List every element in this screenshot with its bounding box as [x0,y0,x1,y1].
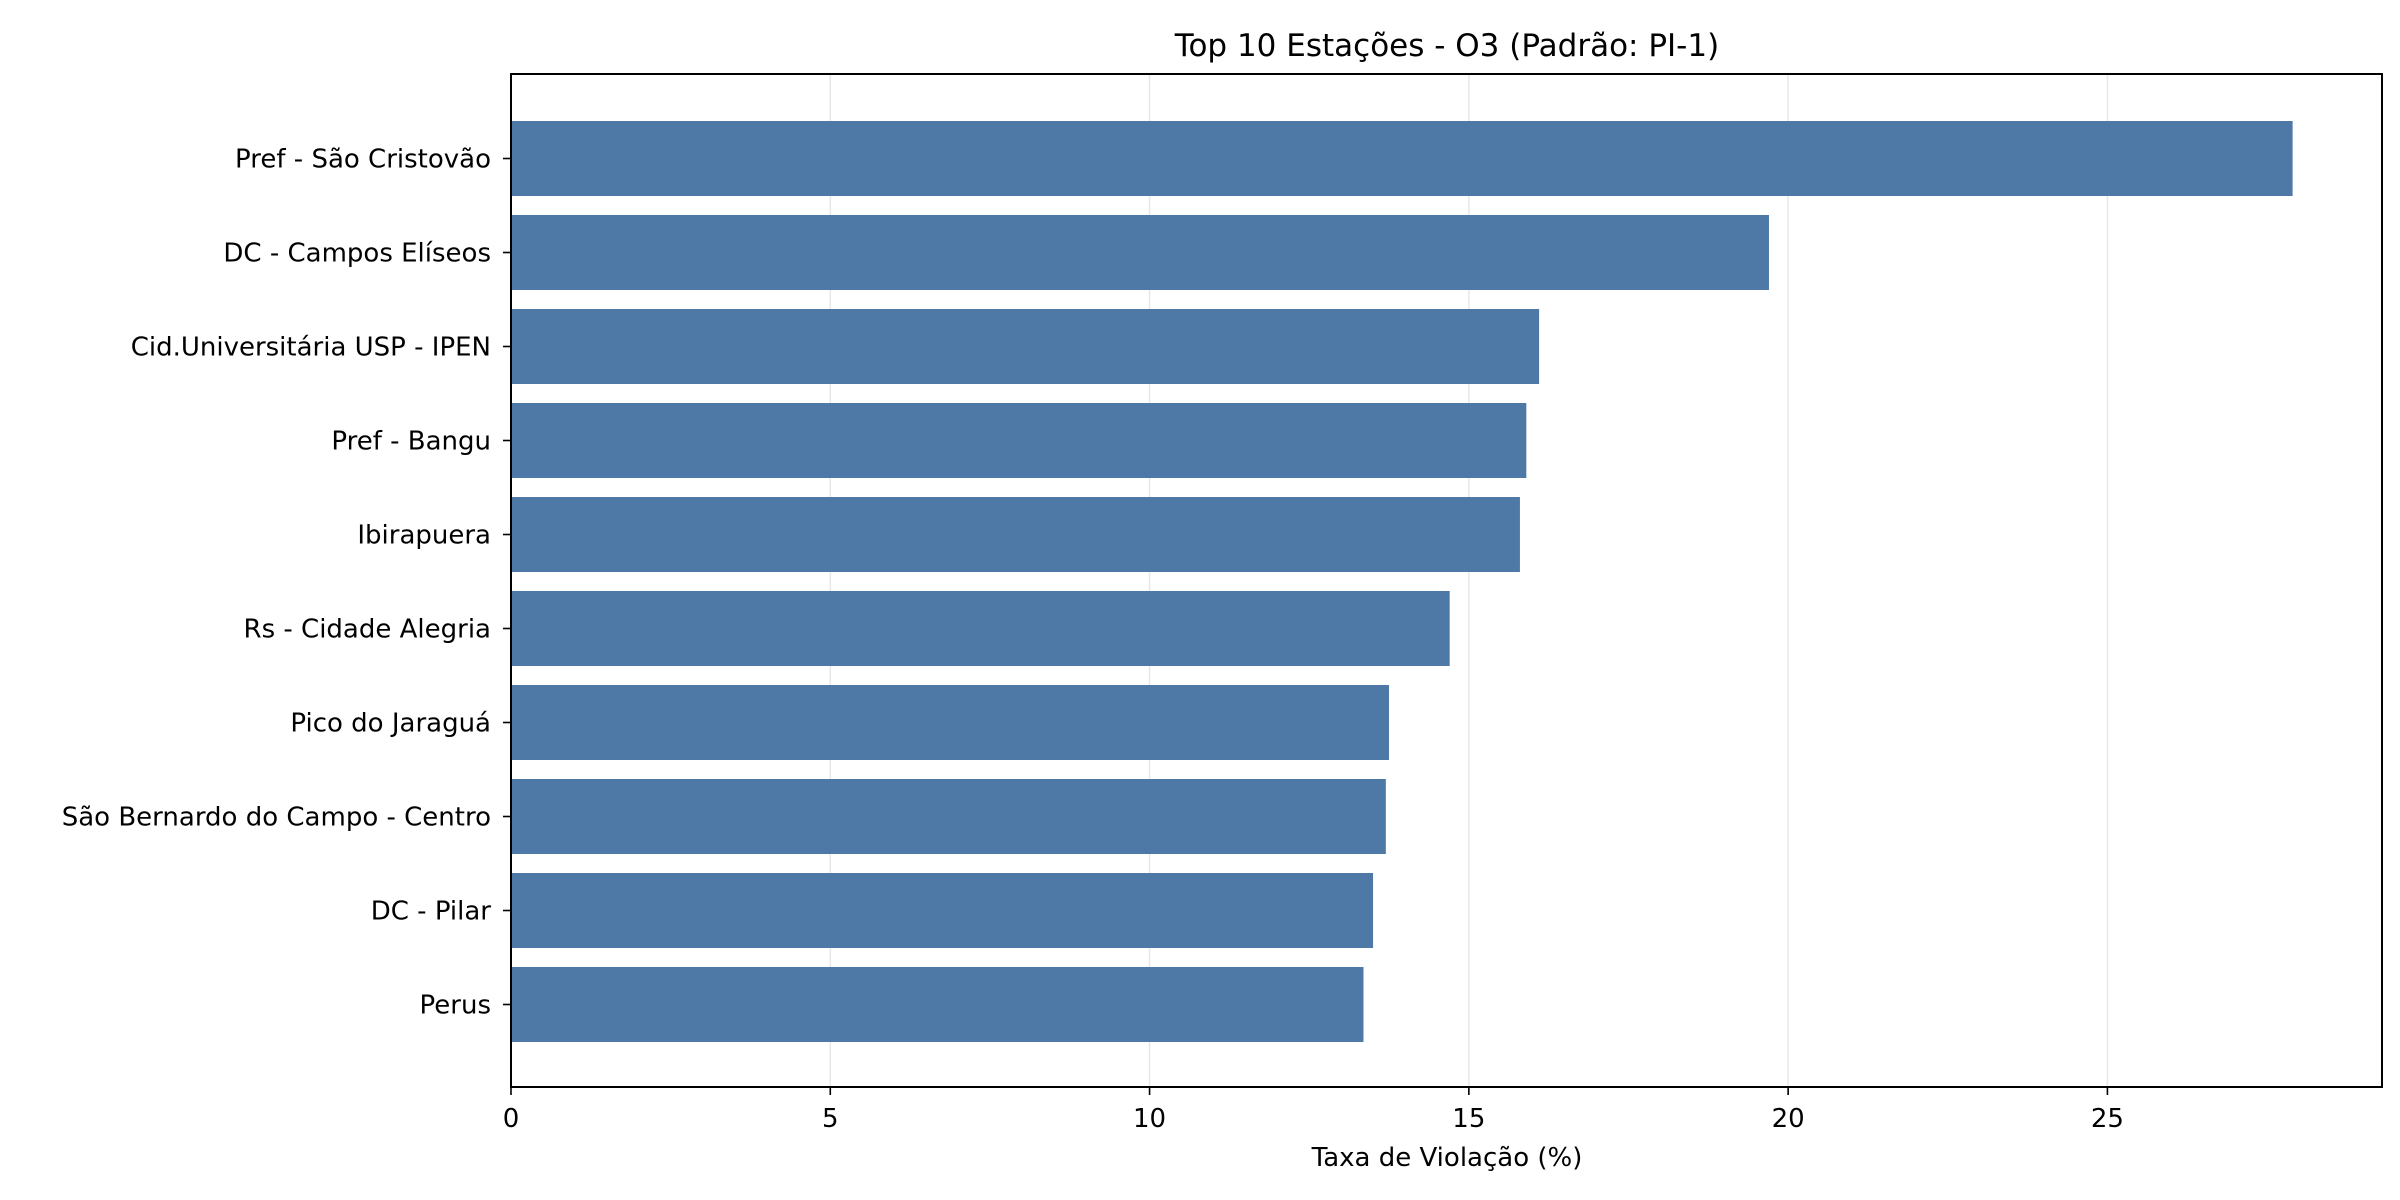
bar [511,497,1520,572]
x-tick-label: 10 [1133,1104,1166,1134]
y-tick-label: Rs - Cidade Alegria [244,615,491,645]
y-axis: Pref - São Cristovão DC - Campos Elíseos C… [62,145,511,1021]
bar [511,685,1390,760]
y-tick-label: São Bernardo do Campo - Centro [62,803,491,833]
bar [511,779,1386,854]
plot-frame [510,73,2383,1088]
bar [511,215,1769,290]
y-tick-label: Ibirapuera [357,521,491,551]
y-tick-label: DC - Pilar [371,897,492,927]
y-tick-label: Pico do Jaraguá [290,709,491,739]
y-tick-label: Pref - Bangu [331,427,491,457]
y-tick-label: DC - Campos Elíseos [223,239,491,269]
bar [511,309,1540,384]
x-tick-label: 0 [503,1104,520,1134]
bar [511,873,1374,948]
x-tick-label: 15 [1452,1104,1485,1134]
x-tick-label: 20 [1772,1104,1805,1134]
x-axis-label: Taxa de Violação (%) [1311,1143,1583,1173]
x-tick-label: 25 [2091,1104,2124,1134]
bar [511,121,2293,196]
y-tick-label: Cid.Universitária USP - IPEN [131,333,491,363]
bar [511,967,1364,1042]
x-axis: 0 5 10 15 20 25 [503,1087,2124,1134]
y-tick-label: Perus [420,991,491,1021]
bars [511,121,2293,1042]
bar [511,591,1450,666]
y-tick-label: Pref - São Cristovão [235,145,491,175]
x-tick-label: 5 [822,1104,839,1134]
bar [511,403,1527,478]
chart-title: Top 10 Estações - O3 (Padrão: PI-1) [1174,28,1719,64]
